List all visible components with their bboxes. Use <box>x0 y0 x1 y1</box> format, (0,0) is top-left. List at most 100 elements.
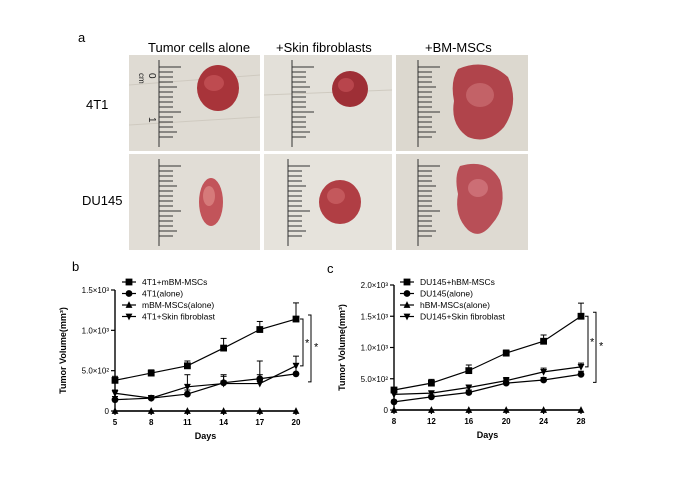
data-point <box>502 349 510 357</box>
significance-bracket <box>593 311 597 383</box>
data-point <box>577 370 585 378</box>
legend-label: DU145+hBM-MSCs <box>420 277 495 287</box>
x-tick-label: 11 <box>183 418 192 427</box>
data-point <box>147 369 155 377</box>
data-point <box>577 406 585 413</box>
data-point <box>111 390 119 398</box>
data-point <box>111 407 119 414</box>
row-label-du145: DU145 <box>82 193 123 208</box>
legend-marker <box>125 290 133 297</box>
data-point <box>428 379 435 387</box>
data-point <box>111 376 119 384</box>
significance-bracket <box>300 318 304 367</box>
ruler <box>417 60 440 147</box>
ruler: 0 cm 1 <box>137 60 181 147</box>
y-tick-label: 1.5×10³ <box>361 312 389 321</box>
legend-marker <box>403 290 411 297</box>
data-point <box>256 380 264 388</box>
y-axis-label: Tumor Volume(mm³) <box>58 307 68 394</box>
data-point <box>540 368 547 376</box>
x-tick-label: 20 <box>292 418 301 427</box>
legend-label: mBM-MSCs(alone) <box>142 300 214 310</box>
legend-label: hBM-MSCs(alone) <box>420 300 490 310</box>
x-tick-label: 20 <box>502 417 511 426</box>
x-tick-label: 24 <box>539 417 548 426</box>
photo-4t1-skin-fibroblasts <box>264 55 392 151</box>
series-line <box>114 373 297 401</box>
row-label-4t1: 4T1 <box>86 97 109 112</box>
photo-du145-bm-mscs <box>396 154 528 250</box>
data-point <box>540 337 547 345</box>
significance-star: * <box>599 340 604 352</box>
ruler-one-label: 1 <box>146 117 157 123</box>
series-line <box>114 318 297 381</box>
photo-4t1-bm-mscs-drawing <box>396 55 528 151</box>
panel-b-letter: b <box>72 259 80 274</box>
x-tick-label: 8 <box>392 417 397 426</box>
legend-marker <box>403 301 411 308</box>
data-point <box>540 376 547 384</box>
data-point <box>390 398 398 406</box>
data-point <box>390 391 398 399</box>
ruler <box>417 159 440 246</box>
y-tick-label: 0 <box>105 407 110 416</box>
data-point <box>292 407 300 414</box>
data-point <box>465 384 473 392</box>
legend-label: 4T1+mBM-MSCs <box>142 277 207 287</box>
y-tick-label: 1.0×10³ <box>82 326 110 335</box>
y-tick-label: 2.0×10³ <box>361 281 389 290</box>
series-4: 4T1+Skin fibroblast <box>111 312 300 402</box>
chart-c-group: 0 5.0×10² 1.0×10³ 1.5×10³ 2.0×10³ 8 12 16 20 24 28… <box>337 277 604 440</box>
legend-marker <box>125 301 133 308</box>
series-4: DU145+Skin fibroblast <box>390 312 585 399</box>
data-point <box>577 312 585 320</box>
data-point <box>292 315 300 323</box>
x-axis-label: Days <box>477 430 499 440</box>
data-point <box>256 407 264 414</box>
photo-4t1-tumor-alone: 0 cm 1 <box>129 55 260 151</box>
data-point <box>292 362 300 370</box>
series-2: DU145(alone) <box>390 289 585 406</box>
column-header-tumor-alone: Tumor cells alone <box>148 40 251 55</box>
legend-label: 4T1+Skin fibroblast <box>142 312 216 322</box>
data-point <box>465 389 473 396</box>
ruler-zero-label: 0 <box>146 73 157 79</box>
panel-c-letter: c <box>327 261 334 276</box>
series-3: hBM-MSCs(alone) <box>390 300 585 413</box>
x-tick-label: 5 <box>113 418 118 427</box>
data-point <box>502 406 510 413</box>
data-point <box>428 390 435 398</box>
data-point <box>184 407 191 414</box>
photo-4t1-skin-fibroblasts-drawing <box>264 55 392 151</box>
x-axis-label: Days <box>195 431 217 441</box>
x-tick-label: 28 <box>577 417 586 426</box>
significance-bracket <box>308 314 312 383</box>
data-point <box>428 406 435 413</box>
photo-du145-skin-fibroblasts-drawing <box>264 154 392 250</box>
tumor <box>456 163 503 234</box>
series-line <box>393 373 582 403</box>
data-point <box>577 363 585 371</box>
y-tick-label: 1.0×10³ <box>361 344 389 353</box>
series-3: mBM-MSCs(alone) <box>111 300 300 414</box>
legend-marker <box>403 313 411 321</box>
data-point <box>502 377 510 385</box>
data-point <box>390 386 398 394</box>
series-1: 4T1+mBM-MSCs <box>111 277 300 384</box>
significance-bracket <box>585 315 589 368</box>
data-point <box>220 344 227 352</box>
x-tick-label: 8 <box>149 418 154 427</box>
photo-du145-skin-fibroblasts <box>264 154 392 250</box>
legend-label: 4T1(alone) <box>142 289 183 299</box>
photo-4t1-bm-mscs <box>396 55 528 151</box>
ruler <box>291 60 314 147</box>
data-point <box>184 383 191 391</box>
photo-du145-bm-mscs-drawing <box>396 154 528 250</box>
legend-marker <box>403 278 411 286</box>
panel-a-letter: a <box>78 30 86 45</box>
column-header-skin-fibroblasts: +Skin fibroblasts <box>276 40 372 55</box>
y-tick-label: 0 <box>384 406 389 415</box>
series-1: DU145+hBM-MSCs <box>390 277 585 394</box>
legend-marker <box>125 278 133 286</box>
